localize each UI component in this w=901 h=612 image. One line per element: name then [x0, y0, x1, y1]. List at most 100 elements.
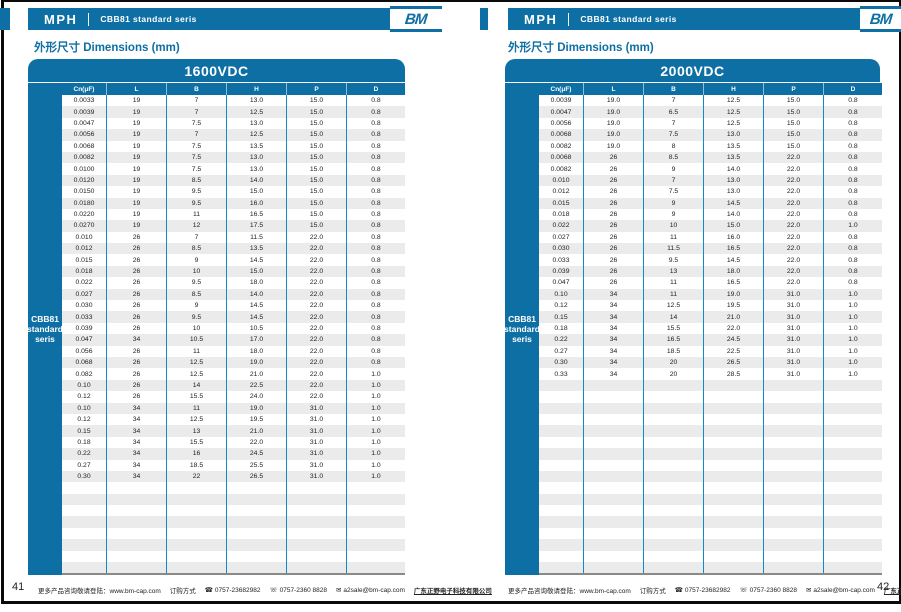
page-number: 42: [877, 581, 890, 593]
table-cell: 22.0: [226, 436, 286, 449]
column-header-2: B: [643, 83, 703, 95]
table-cell: [643, 425, 703, 437]
table-cell: [539, 539, 583, 550]
table-cell: 19.0: [583, 106, 643, 118]
table-cell: 15.5: [166, 436, 226, 449]
table-row: 0.15 34 14 21.0 31.0 1.0: [539, 311, 882, 323]
table-cell: 0.22: [554, 336, 568, 344]
table-cell: 0.082: [75, 370, 93, 378]
table-cell: 0.022: [552, 222, 570, 230]
table-row: 0.33 34 20 28.5 31.0 1.0: [539, 368, 882, 380]
table-cell: 31.0: [763, 356, 823, 369]
table-cell: 0.8: [346, 197, 405, 209]
table-cell: 26: [106, 300, 166, 312]
table-row: 0.27 34 18.5 22.5 31.0 1.0: [539, 345, 882, 357]
table-cell: [643, 505, 703, 517]
sidebar-line: standard: [27, 324, 63, 335]
table-cell: 1.0: [346, 436, 405, 449]
table-cell: 19: [106, 174, 166, 187]
table-cell: 19.0: [583, 129, 643, 141]
table-cell: [703, 516, 763, 528]
table-cell: [106, 562, 166, 574]
table-cell: 19: [106, 220, 166, 232]
column-header-4: P: [286, 83, 346, 95]
table-cell: 10.5: [226, 322, 286, 335]
table-cell: 11: [166, 402, 226, 414]
column-header-1: L: [583, 83, 643, 95]
table-cell: 7.5: [166, 163, 226, 175]
table-cell: [583, 493, 643, 506]
table-cell: [106, 516, 166, 528]
table-cell: 16: [166, 448, 226, 460]
table-cell: 15.0: [286, 106, 346, 118]
table-row: 0.0033 19 7 13.0 15.0 0.8: [62, 95, 405, 107]
table-row-empty: [62, 505, 405, 517]
column-header-0: Cn(μF): [550, 85, 572, 93]
sidebar-line: standard: [504, 324, 540, 335]
table-cell: [62, 539, 106, 550]
sidebar-line: seris: [35, 334, 55, 345]
table-row: 0.22 34 16.5 24.5 31.0 1.0: [539, 334, 882, 346]
table-row: 0.0068 19 7.5 13.5 15.0 0.8: [62, 140, 405, 152]
table-cell: [703, 448, 763, 460]
table-row: 0.0047 19 7.5 13.0 15.0 0.8: [62, 117, 405, 130]
table-cell: [643, 413, 703, 426]
table-cell: [763, 391, 823, 403]
table-cell: 22.0: [763, 163, 823, 175]
product-label: CBB81 standard seris: [100, 14, 197, 24]
table-cell: 8.5: [166, 243, 226, 255]
table-cell: 31.0: [286, 448, 346, 460]
table-row: 0.015 26 9 14.5 22.0 0.8: [539, 197, 882, 209]
table-cell: 11: [643, 277, 703, 289]
table-cell: 26: [106, 277, 166, 289]
table-cell: 13.0: [703, 186, 763, 198]
table-cell: 0.8: [346, 174, 405, 187]
sidebar-line: seris: [512, 334, 532, 345]
table-cell: 17.0: [226, 334, 286, 346]
footer-order-label: 订购方式: [169, 588, 196, 595]
table-cell: [823, 562, 882, 574]
table-cell: [763, 459, 823, 471]
table-row: 0.12 26 15.5 24.0 22.0 1.0: [62, 391, 405, 403]
table-row-empty: [539, 539, 882, 551]
table-cell: [226, 493, 286, 506]
table-cell: [763, 527, 823, 540]
table-cell: 15.0: [763, 129, 823, 141]
table-cell: 34: [106, 436, 166, 449]
table-cell: [539, 494, 583, 505]
table-cell: [583, 470, 643, 483]
column-header-3: H: [226, 83, 286, 95]
table-cell: 9: [643, 163, 703, 175]
brand-label: MPH: [524, 11, 558, 27]
table-cell: [346, 539, 405, 551]
table-cell: [583, 413, 643, 426]
table-row: 0.022 26 10 15.0 22.0 1.0: [539, 220, 882, 232]
table-cell: [106, 527, 166, 540]
table-cell: [583, 505, 643, 517]
table-cell: 19: [106, 95, 166, 107]
table-row-empty: [62, 527, 405, 540]
page-number: 41: [12, 581, 25, 593]
table-cell: 34: [583, 322, 643, 335]
table-cell: [62, 551, 106, 562]
table-cell: [166, 527, 226, 540]
table-row: 0.27 34 18.5 25.5 31.0 1.0: [62, 459, 405, 471]
table-cell: 34: [583, 345, 643, 357]
table-cell: 15.0: [286, 151, 346, 164]
table-cell: 0.8: [346, 129, 405, 141]
table-cell: [763, 539, 823, 551]
table-cell: 16.5: [703, 277, 763, 289]
table-cell: 19: [106, 186, 166, 198]
table-cell: 17.5: [226, 220, 286, 232]
table-cell: [823, 550, 882, 563]
table-cell: 0.8: [823, 186, 882, 198]
table-row: 0.12 34 12.5 19.5 31.0 1.0: [62, 413, 405, 426]
table-cell: [763, 516, 823, 528]
table-cell: 22.0: [763, 220, 823, 232]
table-cell: [539, 516, 583, 527]
table-cell: [823, 493, 882, 506]
table-cell: [106, 482, 166, 494]
table-cell: [643, 459, 703, 471]
table-cell: 0.0100: [73, 165, 95, 173]
table-cell: 20: [643, 368, 703, 380]
